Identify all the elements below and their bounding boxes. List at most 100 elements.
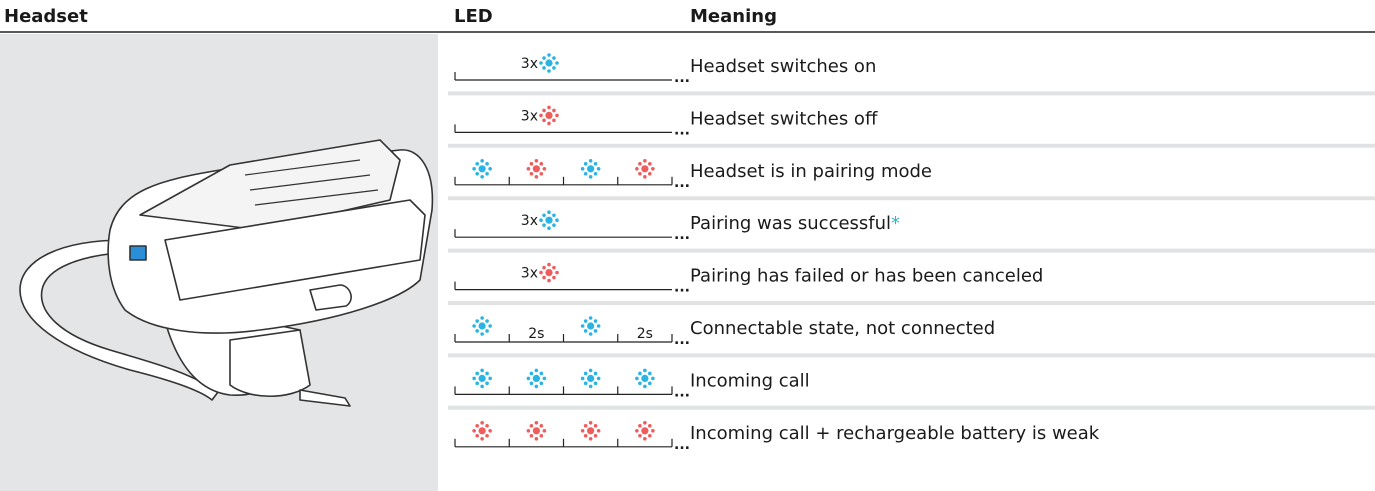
flash-dot — [651, 167, 655, 171]
flash-dot — [475, 381, 479, 386]
flash-dot — [552, 66, 556, 70]
led-flash — [472, 421, 492, 441]
meaning-text: Pairing was successful — [690, 213, 891, 234]
flash-core — [641, 374, 649, 382]
meaning-text: Pairing has failed or has been canceled — [690, 266, 1043, 287]
meaning-text: Headset is in pairing mode — [690, 161, 932, 182]
flash-dot — [472, 429, 476, 433]
flash-dot — [583, 381, 588, 386]
flash-dot — [480, 384, 484, 389]
flash-dot — [643, 175, 647, 179]
flash-dot — [580, 167, 585, 171]
count-label: 3x — [521, 56, 538, 72]
flash-dot — [539, 61, 543, 65]
flash-dot — [596, 376, 601, 381]
flash-dot — [588, 421, 593, 425]
flash-dot — [593, 319, 598, 323]
flash-dot — [648, 371, 652, 376]
meaning: Headset is in pairing mode — [690, 161, 932, 182]
led-flash — [580, 159, 601, 179]
flash-dot — [648, 381, 652, 386]
flash-dot — [529, 171, 534, 176]
meaning: Connectable state, not connected — [690, 318, 995, 339]
flash-dot — [552, 213, 556, 218]
led-flash — [580, 316, 601, 336]
flash-dot — [583, 433, 588, 438]
flash-dot — [542, 118, 546, 123]
flash-core — [545, 269, 553, 277]
timeline-tail: ... — [674, 384, 690, 400]
flash-dot — [542, 275, 546, 280]
flash-dot — [596, 167, 601, 171]
flash-dot — [648, 433, 652, 438]
timeline-tail: ... — [674, 175, 690, 191]
flash-dot — [526, 376, 531, 381]
flash-dot — [643, 368, 647, 373]
flash-dot — [488, 167, 492, 171]
flash-dot — [534, 421, 539, 425]
flash-dot — [643, 421, 647, 425]
flash-dot — [583, 319, 588, 323]
count-label: 3x — [521, 213, 538, 229]
flash-dot — [552, 118, 556, 123]
flash-dot — [547, 210, 551, 214]
flash-dot — [593, 381, 598, 386]
flash-dot — [588, 175, 593, 179]
flash-dot — [475, 433, 479, 438]
flash-dot — [643, 384, 647, 389]
meaning: Pairing was successful* — [690, 213, 900, 234]
flash-dot — [547, 226, 551, 230]
flash-dot — [539, 371, 544, 376]
flash-dot — [580, 376, 585, 381]
meaning-text: Connectable state, not connected — [690, 318, 995, 339]
flash-dot — [593, 433, 598, 438]
flash-dot — [472, 167, 476, 171]
count-label: 3x — [521, 266, 538, 282]
flash-dot — [480, 159, 484, 163]
header-meaning: Meaning — [690, 6, 777, 27]
count-label: 3x — [521, 108, 538, 124]
flash-dot — [480, 421, 484, 425]
led-flash — [526, 421, 547, 441]
timeline-tail: ... — [674, 332, 690, 348]
flash-core — [478, 374, 486, 382]
flash-dot — [542, 66, 546, 70]
flash-dot — [539, 218, 543, 222]
flash-dot — [643, 437, 647, 441]
flash-dot — [485, 371, 489, 376]
led-flash — [635, 421, 655, 441]
timeline-tail: ... — [674, 437, 690, 453]
flash-dot — [485, 424, 489, 428]
flash-dot — [475, 329, 479, 333]
led-flash — [635, 159, 655, 179]
flash-dot — [485, 329, 489, 333]
flash-dot — [552, 108, 556, 113]
flash-dot — [638, 162, 642, 166]
headset-illustration — [19, 139, 434, 407]
meaning-text: Headset switches on — [690, 56, 876, 77]
pause-label: 2s — [528, 326, 544, 342]
flash-dot — [583, 424, 588, 428]
footnote-mark: * — [891, 213, 900, 234]
header-led: LED — [454, 6, 493, 27]
led-flash — [472, 159, 492, 179]
flash-dot — [555, 61, 559, 65]
flash-dot — [539, 113, 543, 118]
flash-core — [587, 165, 595, 173]
flash-dot — [488, 429, 492, 433]
led-flash — [539, 262, 559, 283]
flash-dot — [583, 171, 588, 176]
flash-dot — [552, 223, 556, 227]
flash-core — [587, 427, 595, 435]
flash-dot — [534, 368, 539, 373]
flash-dot — [480, 332, 484, 336]
flash-dot — [588, 437, 593, 441]
timeline-tail: ... — [674, 280, 690, 296]
flash-dot — [648, 424, 652, 428]
flash-dot — [539, 162, 544, 166]
flash-dot — [542, 56, 546, 60]
flash-dot — [596, 324, 601, 328]
flash-core — [532, 165, 540, 173]
flash-dot — [480, 316, 484, 320]
